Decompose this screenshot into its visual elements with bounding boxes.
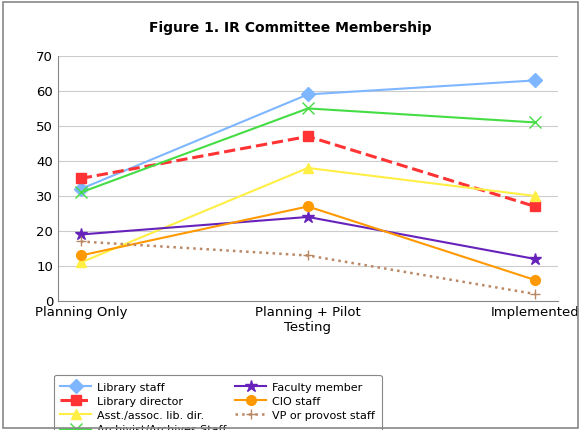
Archivist/Archives Staff	[304, 106, 311, 111]
Library staff	[304, 92, 311, 97]
Archivist/Archives Staff	[532, 120, 539, 125]
Asst./assoc. lib. dir.	[304, 166, 311, 171]
Asst./assoc. lib. dir.	[532, 194, 539, 199]
Line: Asst./assoc. lib. dir.: Asst./assoc. lib. dir.	[76, 163, 540, 267]
Library director	[77, 176, 84, 181]
Faculty member	[532, 256, 539, 261]
VP or provost staff	[532, 292, 539, 297]
Archivist/Archives Staff	[77, 190, 84, 195]
VP or provost staff	[304, 253, 311, 258]
Library director	[532, 204, 539, 209]
Faculty member	[77, 232, 84, 237]
Asst./assoc. lib. dir.	[77, 260, 84, 265]
Line: CIO staff: CIO staff	[76, 202, 540, 285]
Legend: Library staff, Library director, Asst./assoc. lib. dir., Archivist/Archives Staf: Library staff, Library director, Asst./a…	[53, 375, 382, 430]
Line: Archivist/Archives Staff: Archivist/Archives Staff	[76, 103, 540, 198]
Library staff	[77, 186, 84, 191]
Line: Library staff: Library staff	[76, 76, 540, 194]
CIO staff	[304, 204, 311, 209]
Library staff	[532, 78, 539, 83]
Library director	[304, 134, 311, 139]
Faculty member	[304, 215, 311, 220]
Line: VP or provost staff: VP or provost staff	[76, 237, 540, 299]
VP or provost staff	[77, 239, 84, 244]
CIO staff	[532, 277, 539, 283]
Line: Faculty member: Faculty member	[74, 211, 541, 265]
CIO staff	[77, 253, 84, 258]
Line: Library director: Library director	[76, 132, 540, 211]
Text: Figure 1. IR Committee Membership: Figure 1. IR Committee Membership	[149, 21, 432, 35]
